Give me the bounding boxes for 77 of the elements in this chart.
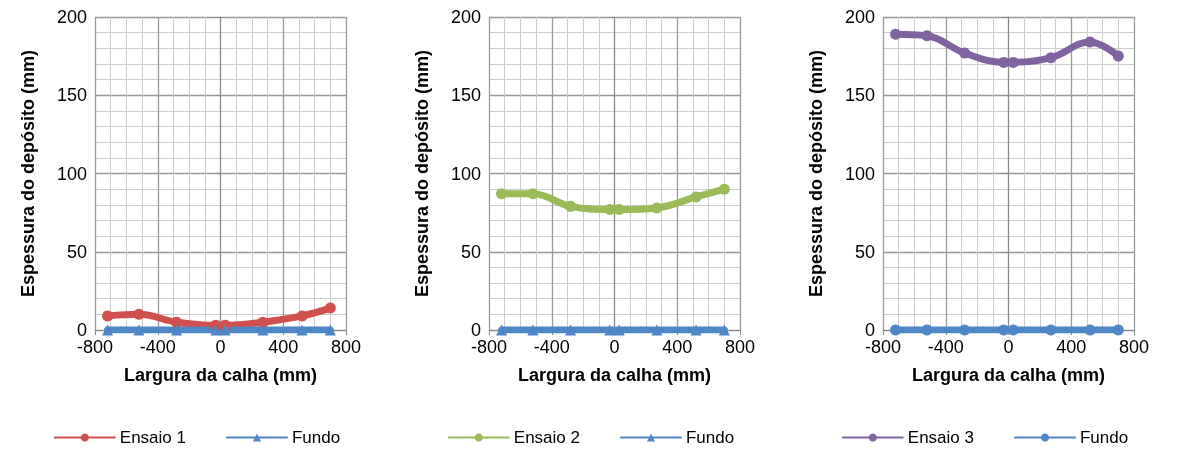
y-tick-label: 50 bbox=[66, 241, 87, 262]
point bbox=[102, 324, 114, 336]
legend-label: Fundo bbox=[291, 428, 341, 447]
y-tick-label: 150 bbox=[844, 85, 875, 106]
y-tick-label: 0 bbox=[864, 320, 875, 340]
legend-label: Ensaio 3 bbox=[907, 428, 974, 447]
point bbox=[1045, 52, 1057, 64]
legend-label: Ensaio 2 bbox=[513, 428, 580, 447]
y-tick-label: 200 bbox=[56, 7, 87, 27]
y-tick-label: 200 bbox=[450, 7, 481, 27]
point bbox=[651, 324, 663, 336]
point bbox=[133, 324, 145, 336]
point bbox=[496, 324, 508, 336]
x-tick-label: -800 bbox=[864, 337, 902, 357]
point bbox=[171, 316, 183, 328]
x-tick-label: 800 bbox=[330, 337, 362, 357]
legend-label: Fundo bbox=[685, 428, 735, 447]
point bbox=[718, 183, 730, 195]
point bbox=[324, 302, 336, 314]
x-tick-label: 400 bbox=[268, 337, 299, 357]
x-axis-title: Largura da calha (mm) bbox=[517, 365, 712, 385]
point bbox=[1084, 36, 1096, 48]
point bbox=[527, 188, 539, 200]
x-tick-label: -800 bbox=[470, 337, 508, 357]
point bbox=[959, 47, 971, 59]
x-tick-label: 0 bbox=[609, 337, 620, 357]
y-tick-label: 0 bbox=[470, 320, 481, 340]
y-tick-label: 100 bbox=[450, 163, 481, 184]
x-tick-label: -400 bbox=[139, 337, 176, 357]
y-tick-label: 50 bbox=[854, 241, 875, 262]
x-tick-label: 400 bbox=[662, 337, 693, 357]
point bbox=[651, 202, 663, 214]
y-tick-label: 100 bbox=[56, 163, 87, 184]
point bbox=[257, 324, 269, 336]
point bbox=[324, 324, 336, 336]
point bbox=[219, 324, 231, 336]
point bbox=[1112, 324, 1124, 336]
point bbox=[527, 324, 539, 336]
point bbox=[613, 324, 625, 336]
point bbox=[1112, 50, 1124, 62]
x-tick-label: 400 bbox=[1056, 337, 1087, 357]
point bbox=[210, 324, 222, 336]
y-tick-label: 200 bbox=[844, 7, 875, 27]
y-tick-label: 150 bbox=[450, 85, 481, 106]
x-tick-label: 800 bbox=[724, 337, 756, 357]
point bbox=[1045, 324, 1057, 336]
x-axis-title: Largura da calha (mm) bbox=[123, 365, 318, 385]
point bbox=[690, 191, 702, 203]
point bbox=[1084, 324, 1096, 336]
point bbox=[565, 200, 577, 212]
x-tick-label: -400 bbox=[533, 337, 570, 357]
legend-label: Ensaio 1 bbox=[119, 428, 186, 447]
point bbox=[604, 324, 616, 336]
x-tick-label: -800 bbox=[76, 337, 114, 357]
point bbox=[718, 324, 730, 336]
y-axis-title: Espessura do depósito (mm) bbox=[806, 49, 826, 298]
x-tick-label: 800 bbox=[1118, 337, 1150, 357]
point bbox=[257, 316, 269, 328]
legend-label: Fundo bbox=[1079, 428, 1129, 447]
x-tick-label: -400 bbox=[927, 337, 964, 357]
point bbox=[171, 324, 183, 336]
y-axis-title: Espessura do depósito (mm) bbox=[18, 49, 38, 298]
y-axis-title: Espessura do depósito (mm) bbox=[412, 49, 432, 298]
point bbox=[690, 324, 702, 336]
x-tick-label: 0 bbox=[215, 337, 226, 357]
point bbox=[296, 310, 308, 322]
x-axis-title: Largura da calha (mm) bbox=[911, 365, 1106, 385]
point bbox=[565, 324, 577, 336]
point bbox=[296, 324, 308, 336]
point bbox=[921, 30, 933, 42]
y-tick-label: 50 bbox=[460, 241, 481, 262]
y-tick-label: 100 bbox=[844, 163, 875, 184]
y-tick-label: 0 bbox=[76, 320, 87, 340]
x-tick-label: 0 bbox=[1003, 337, 1014, 357]
point bbox=[921, 324, 933, 336]
point bbox=[133, 308, 145, 320]
y-tick-label: 150 bbox=[56, 85, 87, 106]
